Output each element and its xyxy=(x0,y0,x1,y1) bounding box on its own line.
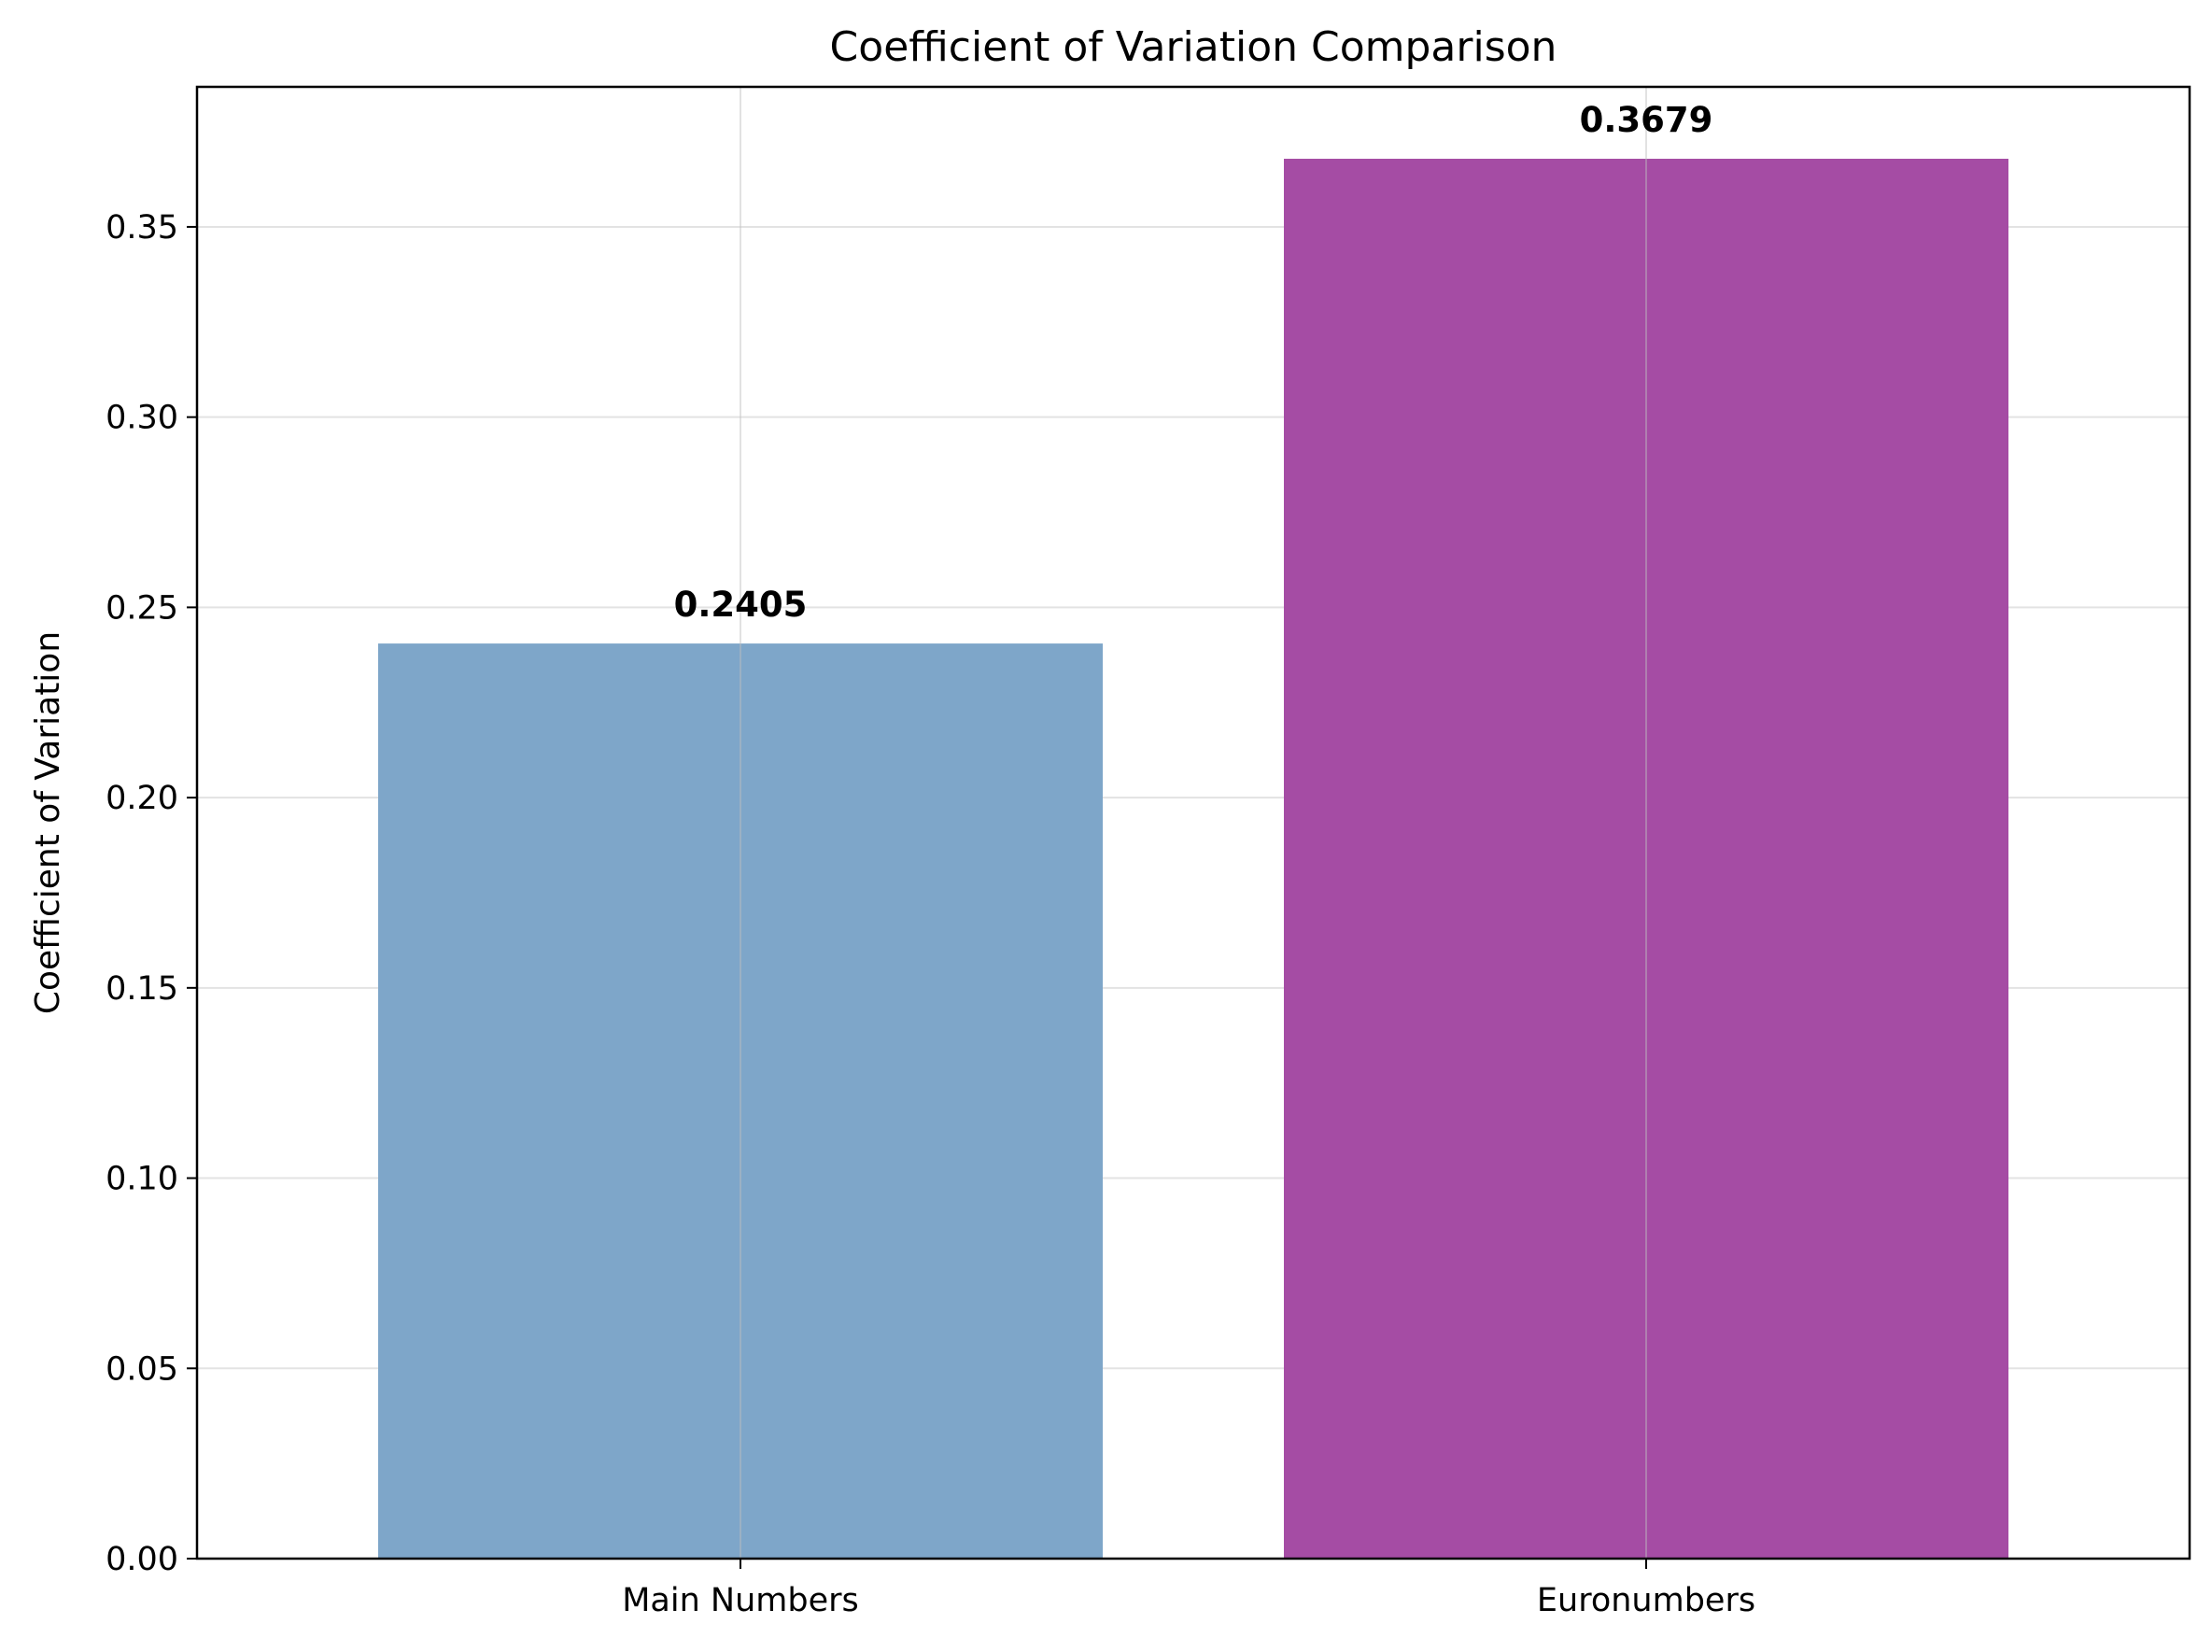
x-tick-label: Euronumbers xyxy=(1537,1582,1755,1619)
y-tick-label: 0.35 xyxy=(106,209,178,247)
y-tick-label: 0.25 xyxy=(106,589,178,627)
chart-title: Coefficient of Variation Comparison xyxy=(830,23,1557,71)
x-axis: Main Numbers Euronumbers xyxy=(622,1559,1755,1619)
y-axis: 0.00 0.05 0.10 0.15 0.20 0.25 0.30 0.35 xyxy=(106,209,197,1578)
bar xyxy=(378,643,1103,1559)
vertical-grid-lines xyxy=(740,87,1647,1559)
y-tick-label: 0.05 xyxy=(106,1350,178,1388)
bars xyxy=(378,159,2008,1560)
y-tick-label: 0.15 xyxy=(106,970,178,1008)
bar-value-label: 0.3679 xyxy=(1580,100,1713,140)
plot-frame xyxy=(195,85,2191,1560)
y-tick-label: 0.20 xyxy=(106,780,178,817)
x-tick-label: Main Numbers xyxy=(622,1582,859,1619)
y-tick-label: 0.00 xyxy=(106,1541,178,1578)
y-tick-label: 0.10 xyxy=(106,1161,178,1198)
data-labels: 0.2405 0.3679 xyxy=(674,100,1713,625)
bar xyxy=(1284,159,2008,1560)
y-tick-label: 0.30 xyxy=(106,400,178,437)
y-axis-title: Coefficient of Variation xyxy=(29,631,67,1014)
bar-value-label: 0.2405 xyxy=(674,585,808,625)
